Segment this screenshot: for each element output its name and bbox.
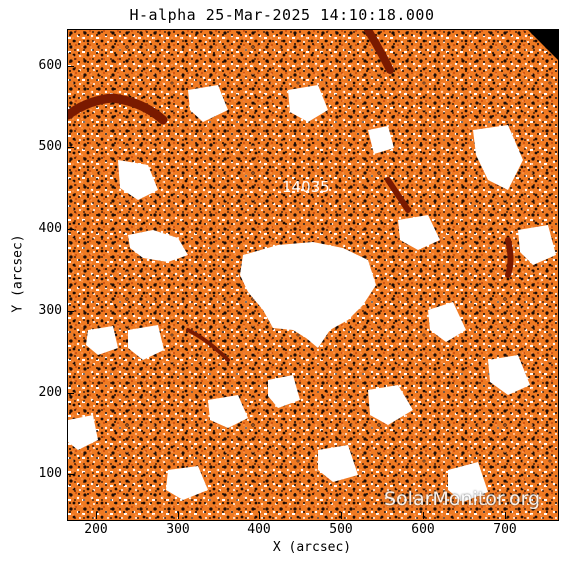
x-tick-label: 200 bbox=[84, 522, 108, 537]
y-tick-label: 100 bbox=[38, 466, 62, 481]
off-limb-corner bbox=[528, 30, 558, 60]
h-alpha-image bbox=[67, 29, 559, 521]
y-axis-label: Y (arcsec) bbox=[10, 234, 26, 313]
image-title: H-alpha 25-Mar-2025 14:10:18.000 bbox=[129, 6, 435, 24]
x-tick-label: 600 bbox=[411, 522, 435, 537]
solarmonitor-watermark: SolarMonitor.org bbox=[384, 488, 541, 510]
x-tick-label: 400 bbox=[247, 522, 271, 537]
plage-regions bbox=[68, 85, 556, 502]
y-tick-label: 400 bbox=[38, 221, 62, 236]
x-tick-label: 300 bbox=[166, 522, 190, 537]
x-axis-label: X (arcsec) bbox=[272, 540, 352, 555]
x-tick-label: 500 bbox=[329, 522, 353, 537]
y-tick-label: 600 bbox=[38, 58, 62, 73]
y-tick-label: 500 bbox=[38, 139, 62, 154]
filaments bbox=[68, 30, 514, 362]
y-tick-label: 200 bbox=[38, 385, 62, 400]
active-region-label: 14035 bbox=[282, 178, 330, 196]
y-tick-label: 300 bbox=[38, 303, 62, 318]
x-tick-label: 700 bbox=[493, 522, 517, 537]
